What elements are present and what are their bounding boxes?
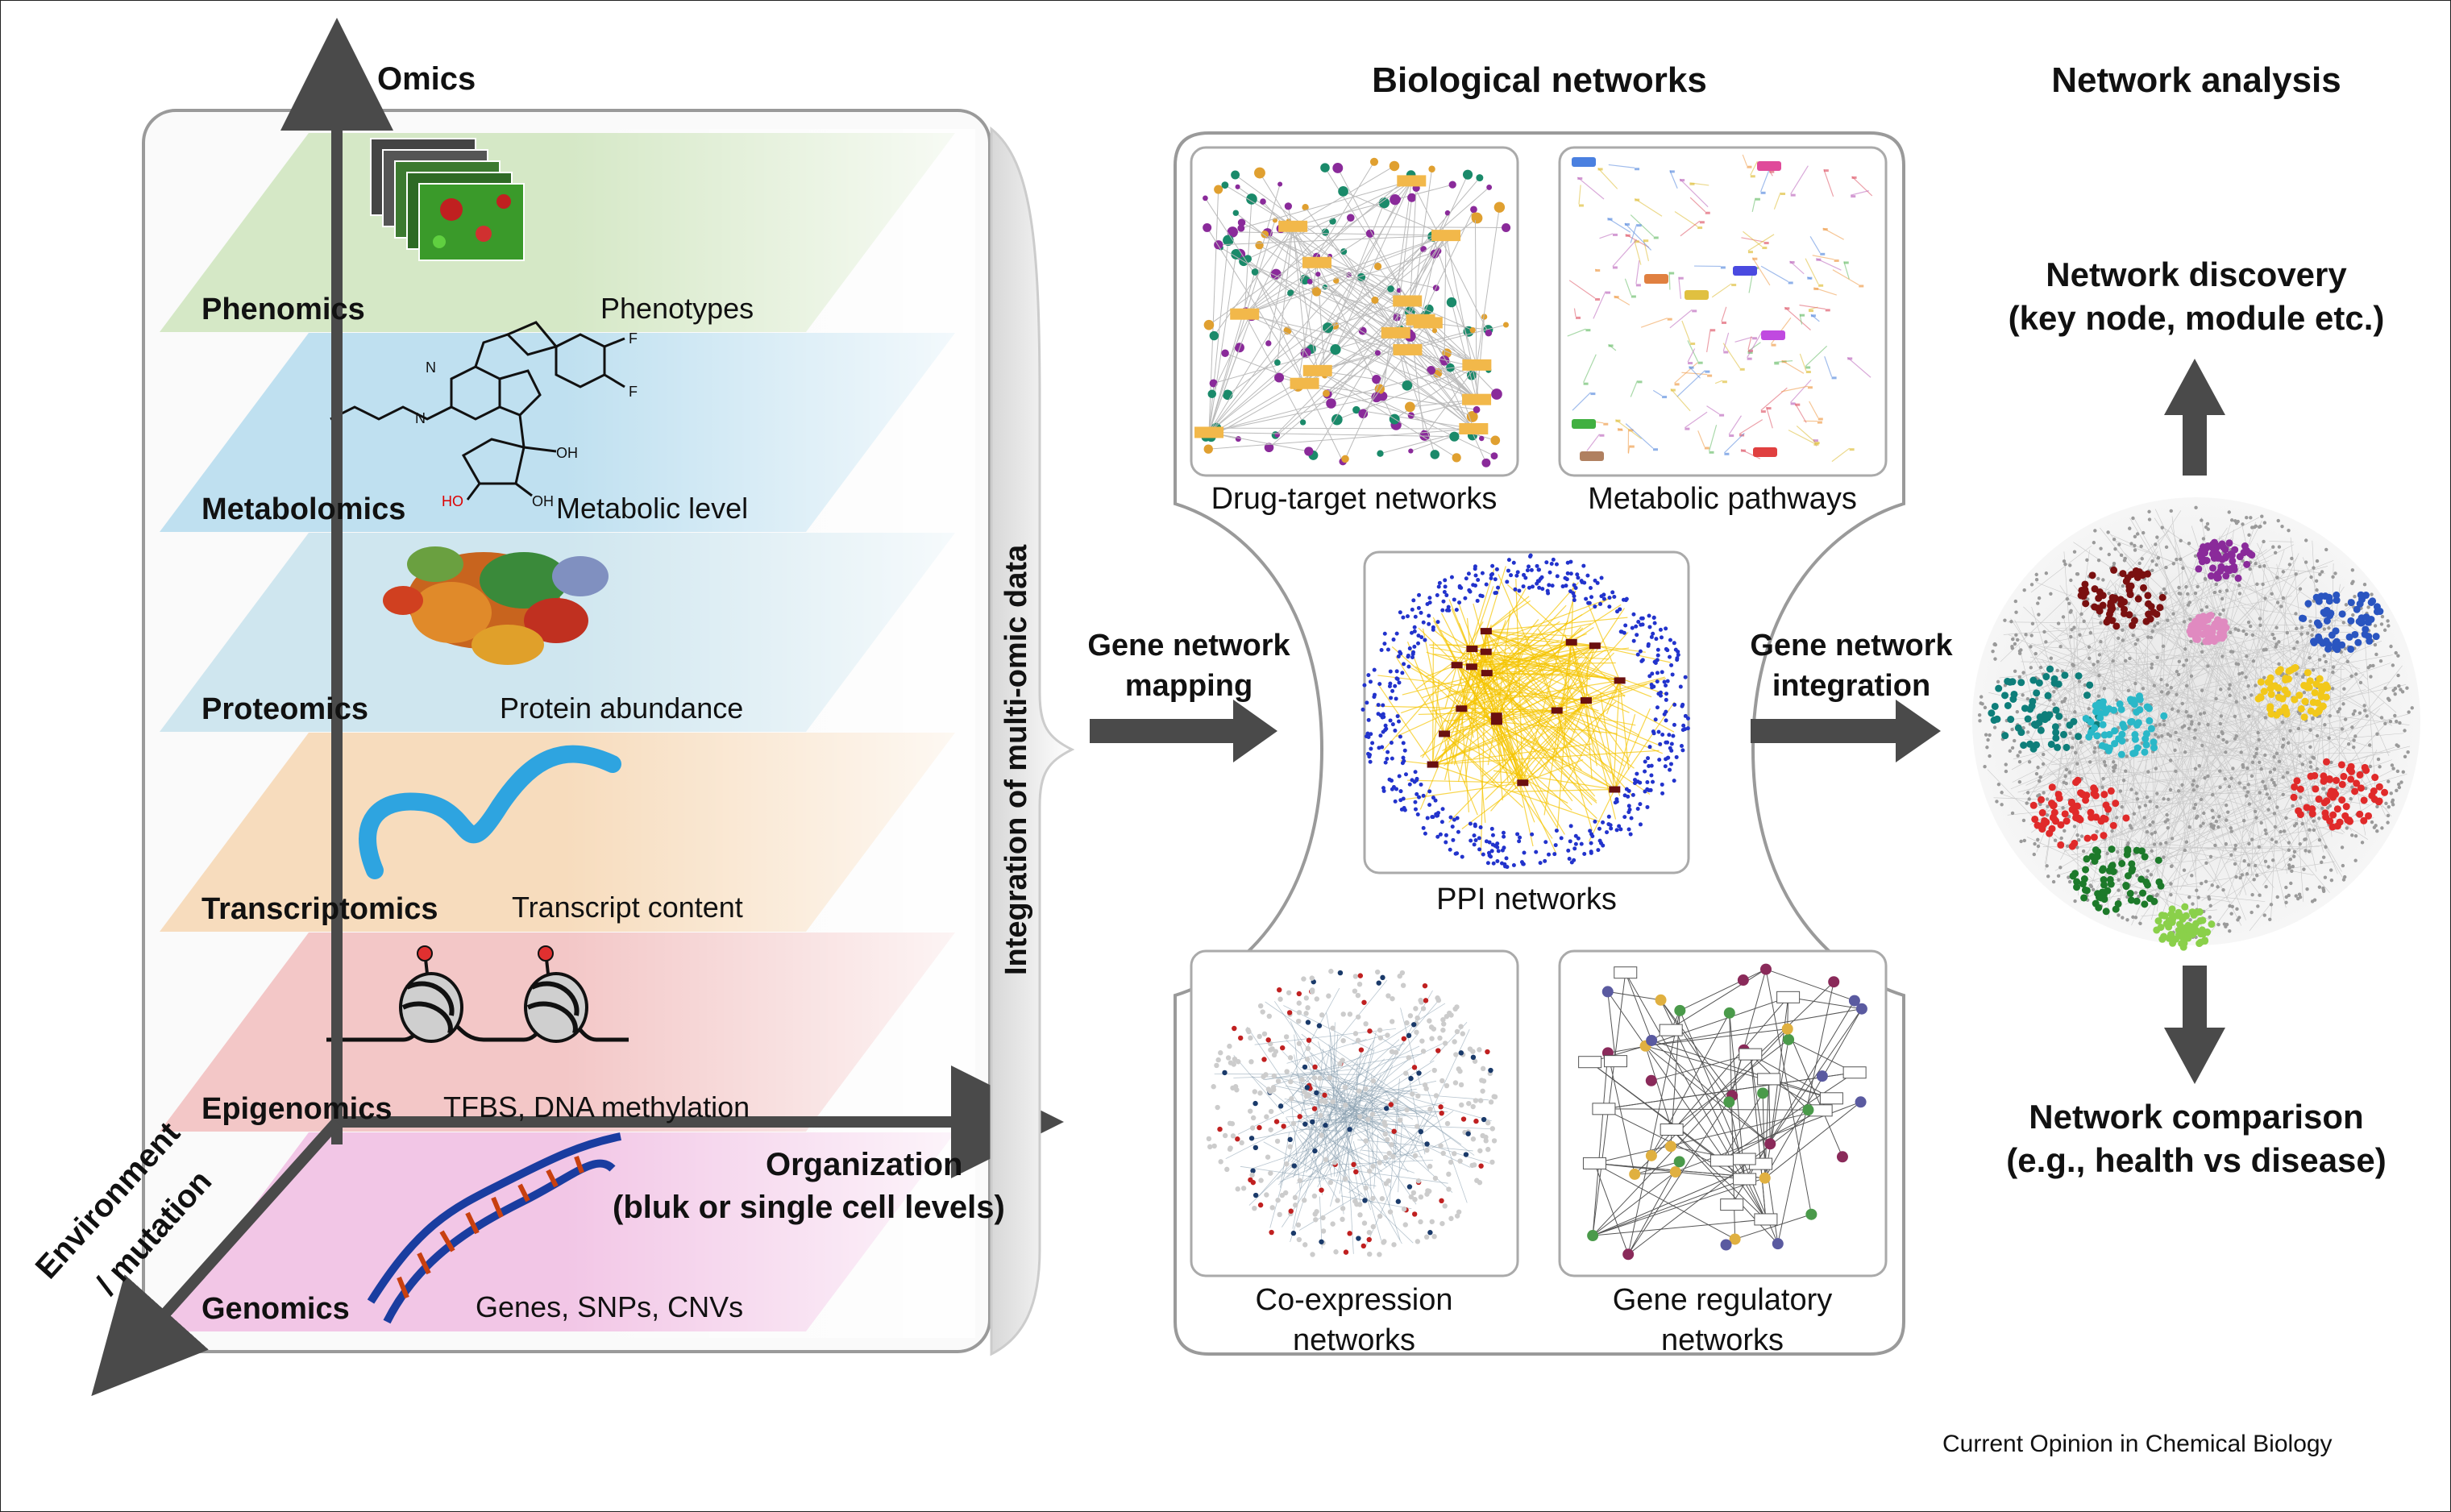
- biological-networks-title: Biological networks: [1372, 60, 1707, 100]
- metabolomics-molecule: [330, 321, 625, 501]
- metabolic-pathway-graphic: [1567, 154, 1873, 463]
- regulatory-network-graphic: [1578, 963, 1867, 1261]
- integration-arrow-label-line2: integration: [1772, 669, 1931, 703]
- epigenomics-nucleosomes: [326, 945, 629, 1043]
- layer-name-proteomics: Proteomics: [201, 692, 368, 726]
- comparison-label-line2: (e.g., health vs disease): [2006, 1141, 2387, 1179]
- integration-arrow-label-line1: Gene network: [1750, 629, 1953, 663]
- layer-desc-epigenomics: TFBS, DNA methylation: [443, 1090, 750, 1124]
- layer-name-epigenomics: Epigenomics: [201, 1092, 393, 1126]
- coexpression-caption-line2: networks: [1292, 1323, 1416, 1357]
- layer-name-metabolomics: Metabolomics: [201, 492, 406, 526]
- layer-desc-metabolomics: Metabolic level: [556, 492, 749, 525]
- proteomics-protein: [383, 546, 609, 665]
- mapping-label-line2: mapping: [1124, 669, 1253, 703]
- layer-desc-genomics: Genes, SNPs, CNVs: [476, 1290, 744, 1323]
- svg-text:N: N: [426, 359, 436, 376]
- svg-text:N: N: [415, 410, 426, 426]
- svg-text:OH: OH: [556, 445, 578, 461]
- layer-desc-phenomics: Phenotypes: [600, 292, 754, 325]
- regulatory-caption-line2: networks: [1660, 1323, 1784, 1357]
- result-network-graphic: [1977, 505, 2414, 951]
- result-network-ball: [1972, 497, 2420, 945]
- mapping-label-line1: Gene network: [1087, 629, 1290, 663]
- layer-desc-proteomics: Protein abundance: [500, 692, 744, 725]
- layer-name-genomics: Genomics: [201, 1292, 350, 1326]
- svg-text:F: F: [629, 330, 638, 347]
- comparison-label-line1: Network comparison: [2029, 1098, 2364, 1136]
- phenomics-image-stack: [370, 138, 525, 261]
- layer-name-transcriptomics: Transcriptomics: [201, 892, 438, 926]
- svg-text:OH: OH: [532, 493, 554, 509]
- layer-name-phenomics: Phenomics: [201, 293, 365, 326]
- mapping-arrow: [1090, 700, 1277, 762]
- layer-desc-transcriptomics: Transcript content: [512, 891, 743, 924]
- regulatory-caption-line1: Gene regulatory: [1612, 1283, 1833, 1317]
- network-analysis-title: Network analysis: [2051, 60, 2341, 100]
- svg-text:HO: HO: [442, 493, 463, 509]
- coexpression-network-graphic: [1206, 968, 1498, 1257]
- integration-brace: [990, 126, 1075, 1356]
- transcriptomics-rna: [359, 745, 621, 879]
- organization-axis-label: Organization: [766, 1147, 963, 1182]
- discovery-label-line1: Network discovery: [2046, 255, 2347, 293]
- drug-target-caption: Drug-target networks: [1211, 482, 1498, 516]
- discovery-arrow: [2164, 359, 2225, 476]
- coexpression-caption-line1: Co-expression: [1255, 1283, 1453, 1317]
- metabolic-thumb: [1558, 146, 1888, 477]
- comparison-arrow: [2164, 966, 2225, 1084]
- drug-target-network-graphic: [1194, 157, 1511, 467]
- omics-axis-label: Omics: [377, 61, 476, 97]
- organization-axis-sublabel: (bluk or single cell levels): [613, 1190, 1005, 1225]
- integration-arrow: [1751, 700, 1941, 762]
- environment-axis: [91, 1118, 342, 1397]
- metabolic-caption: Metabolic pathways: [1588, 482, 1857, 516]
- genomics-dna-helix: [367, 1132, 621, 1324]
- ppi-network-graphic: [1361, 553, 1690, 870]
- ppi-caption: PPI networks: [1436, 883, 1617, 916]
- integration-label: Integration of multi-omic data: [999, 544, 1033, 975]
- journal-footer: Current Opinion in Chemical Biology: [1942, 1431, 2333, 1457]
- svg-text:F: F: [629, 384, 638, 400]
- discovery-label-line2: (key node, module etc.): [2008, 299, 2385, 337]
